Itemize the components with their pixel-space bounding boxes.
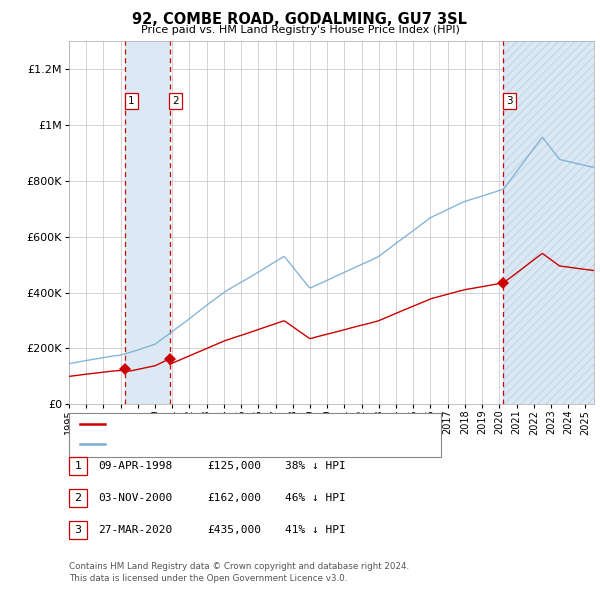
Text: 09-APR-1998: 09-APR-1998 — [98, 461, 172, 471]
Text: 38% ↓ HPI: 38% ↓ HPI — [285, 461, 346, 471]
Text: 2: 2 — [172, 96, 179, 106]
Text: This data is licensed under the Open Government Licence v3.0.: This data is licensed under the Open Gov… — [69, 574, 347, 583]
Bar — [125, 41, 170, 404]
Text: 1: 1 — [74, 461, 82, 471]
Text: Price paid vs. HM Land Registry's House Price Index (HPI): Price paid vs. HM Land Registry's House … — [140, 25, 460, 35]
Text: £435,000: £435,000 — [207, 525, 261, 535]
Bar — [503, 41, 594, 404]
Text: 92, COMBE ROAD, GODALMING, GU7 3SL: 92, COMBE ROAD, GODALMING, GU7 3SL — [133, 12, 467, 27]
Text: £125,000: £125,000 — [207, 461, 261, 471]
Text: 3: 3 — [506, 96, 512, 106]
Text: 92, COMBE ROAD, GODALMING, GU7 3SL (detached house): 92, COMBE ROAD, GODALMING, GU7 3SL (deta… — [110, 419, 419, 428]
Text: 2: 2 — [74, 493, 82, 503]
Text: HPI: Average price, detached house, Waverley: HPI: Average price, detached house, Wave… — [110, 440, 351, 449]
Text: £162,000: £162,000 — [207, 493, 261, 503]
Text: 03-NOV-2000: 03-NOV-2000 — [98, 493, 172, 503]
Text: Contains HM Land Registry data © Crown copyright and database right 2024.: Contains HM Land Registry data © Crown c… — [69, 562, 409, 571]
Text: 3: 3 — [74, 525, 82, 535]
Bar — [503, 41, 594, 404]
Text: 27-MAR-2020: 27-MAR-2020 — [98, 525, 172, 535]
Text: 41% ↓ HPI: 41% ↓ HPI — [285, 525, 346, 535]
Text: 46% ↓ HPI: 46% ↓ HPI — [285, 493, 346, 503]
Text: 1: 1 — [128, 96, 134, 106]
